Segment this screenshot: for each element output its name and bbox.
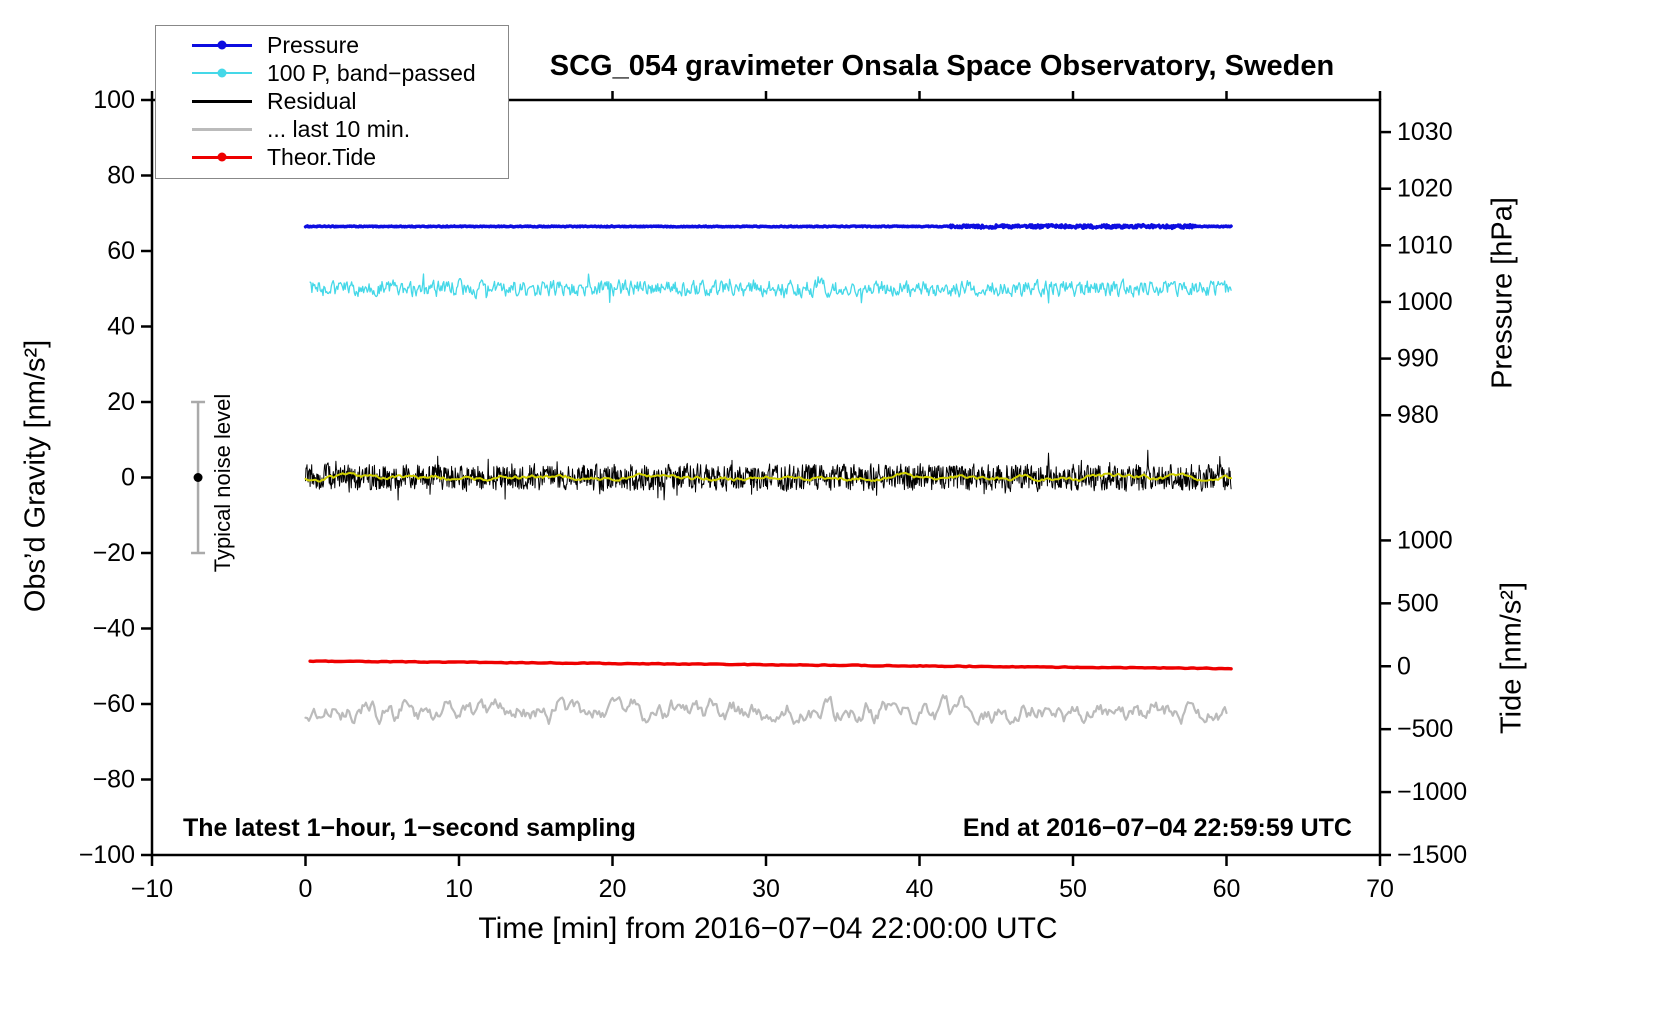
legend: Pressure 100 P, band−passed Residual... la…	[155, 25, 509, 179]
legend-line	[192, 127, 252, 131]
tide-tick-label: 0	[1397, 652, 1411, 680]
legend-item-label: ... last 10 min.	[267, 115, 411, 142]
legend-marker-dot	[217, 68, 227, 78]
y-tick-label-left: 80	[107, 162, 135, 190]
pressure-tick-label: 1030	[1397, 118, 1453, 146]
y-tick-label-left: −80	[93, 766, 135, 794]
x-tick-label: 50	[1059, 875, 1087, 903]
x-tick-label: 10	[445, 875, 473, 903]
legend-item: Residual	[156, 87, 508, 115]
legend-line-sample	[192, 127, 252, 131]
y-tick-label-left: 60	[107, 237, 135, 265]
pressure-tick-label: 1000	[1397, 288, 1453, 316]
y-tick-label-left: 40	[107, 313, 135, 341]
legend-item-label: Pressure	[267, 31, 360, 58]
y-axis-label-tide: Tide [nm/s²]	[1495, 581, 1528, 735]
legend-item-label: Residual	[267, 87, 357, 114]
legend-line-sample	[192, 99, 252, 103]
y-axis-label-pressure: Pressure [hPa]	[1486, 197, 1519, 389]
legend-item: Theor.Tide	[156, 143, 508, 171]
legend-item-label: Theor.Tide	[267, 143, 377, 170]
y-tick-label-left: −60	[93, 690, 135, 718]
series-pressure_bp	[309, 273, 1232, 304]
legend-marker-dot	[217, 40, 227, 50]
y-axis-label-left: Obs’d Gravity [nm/s²]	[19, 339, 52, 613]
series-residual_mean	[304, 471, 1233, 483]
legend-line-sample	[192, 68, 252, 78]
x-tick-label: 30	[752, 875, 780, 903]
legend-line	[192, 99, 252, 103]
noise-level-label: Typical noise level	[210, 393, 235, 573]
tide-tick-label: −1000	[1397, 778, 1467, 806]
annotation-sampling: The latest 1−hour, 1−second sampling	[183, 814, 636, 842]
legend-marker-dot	[217, 152, 227, 162]
annotation-end-time: End at 2016−07−04 22:59:59 UTC	[962, 814, 1352, 842]
y-tick-label-left: −40	[93, 615, 135, 643]
series-residual	[305, 449, 1232, 501]
noise-bar-dot	[193, 473, 203, 482]
legend-item: 100 P, band−passed	[156, 59, 508, 87]
pressure-tick-label: 980	[1397, 401, 1439, 429]
tide-tick-label: 500	[1397, 589, 1439, 617]
legend-item-label: 100 P, band−passed	[267, 59, 476, 86]
series-theor_tide	[308, 659, 1233, 671]
y-tick-label-left: 100	[93, 86, 135, 114]
legend-item: ... last 10 min.	[156, 115, 508, 143]
pressure-tick-label: 1010	[1397, 231, 1453, 259]
y-tick-label-left: 20	[107, 388, 135, 416]
legend-line-sample	[192, 40, 252, 50]
pressure-tick-label: 1020	[1397, 175, 1453, 203]
x-tick-label: −10	[131, 875, 173, 903]
legend-item: Pressure	[156, 31, 508, 59]
x-tick-label: 40	[906, 875, 934, 903]
x-axis-label: Time [min] from 2016−07−04 22:00:00 UTC	[478, 912, 1058, 945]
x-tick-label: 60	[1213, 875, 1241, 903]
tide-tick-label: −1500	[1397, 841, 1467, 869]
chart-title: SCG_054 gravimeter Onsala Space Observat…	[549, 50, 1335, 82]
series-pressure	[303, 222, 1233, 231]
tide-tick-label: −500	[1397, 715, 1453, 743]
legend-line-sample	[192, 152, 252, 162]
x-tick-label: 0	[299, 875, 313, 903]
y-tick-label-left: −20	[93, 539, 135, 567]
pressure-tick-label: 990	[1397, 345, 1439, 373]
x-tick-label: 20	[599, 875, 627, 903]
series-last10	[304, 694, 1228, 726]
x-tick-label: 70	[1366, 875, 1394, 903]
tide-tick-label: 1000	[1397, 526, 1453, 554]
y-tick-label-left: 0	[121, 464, 135, 492]
y-tick-label-left: −100	[79, 841, 135, 869]
